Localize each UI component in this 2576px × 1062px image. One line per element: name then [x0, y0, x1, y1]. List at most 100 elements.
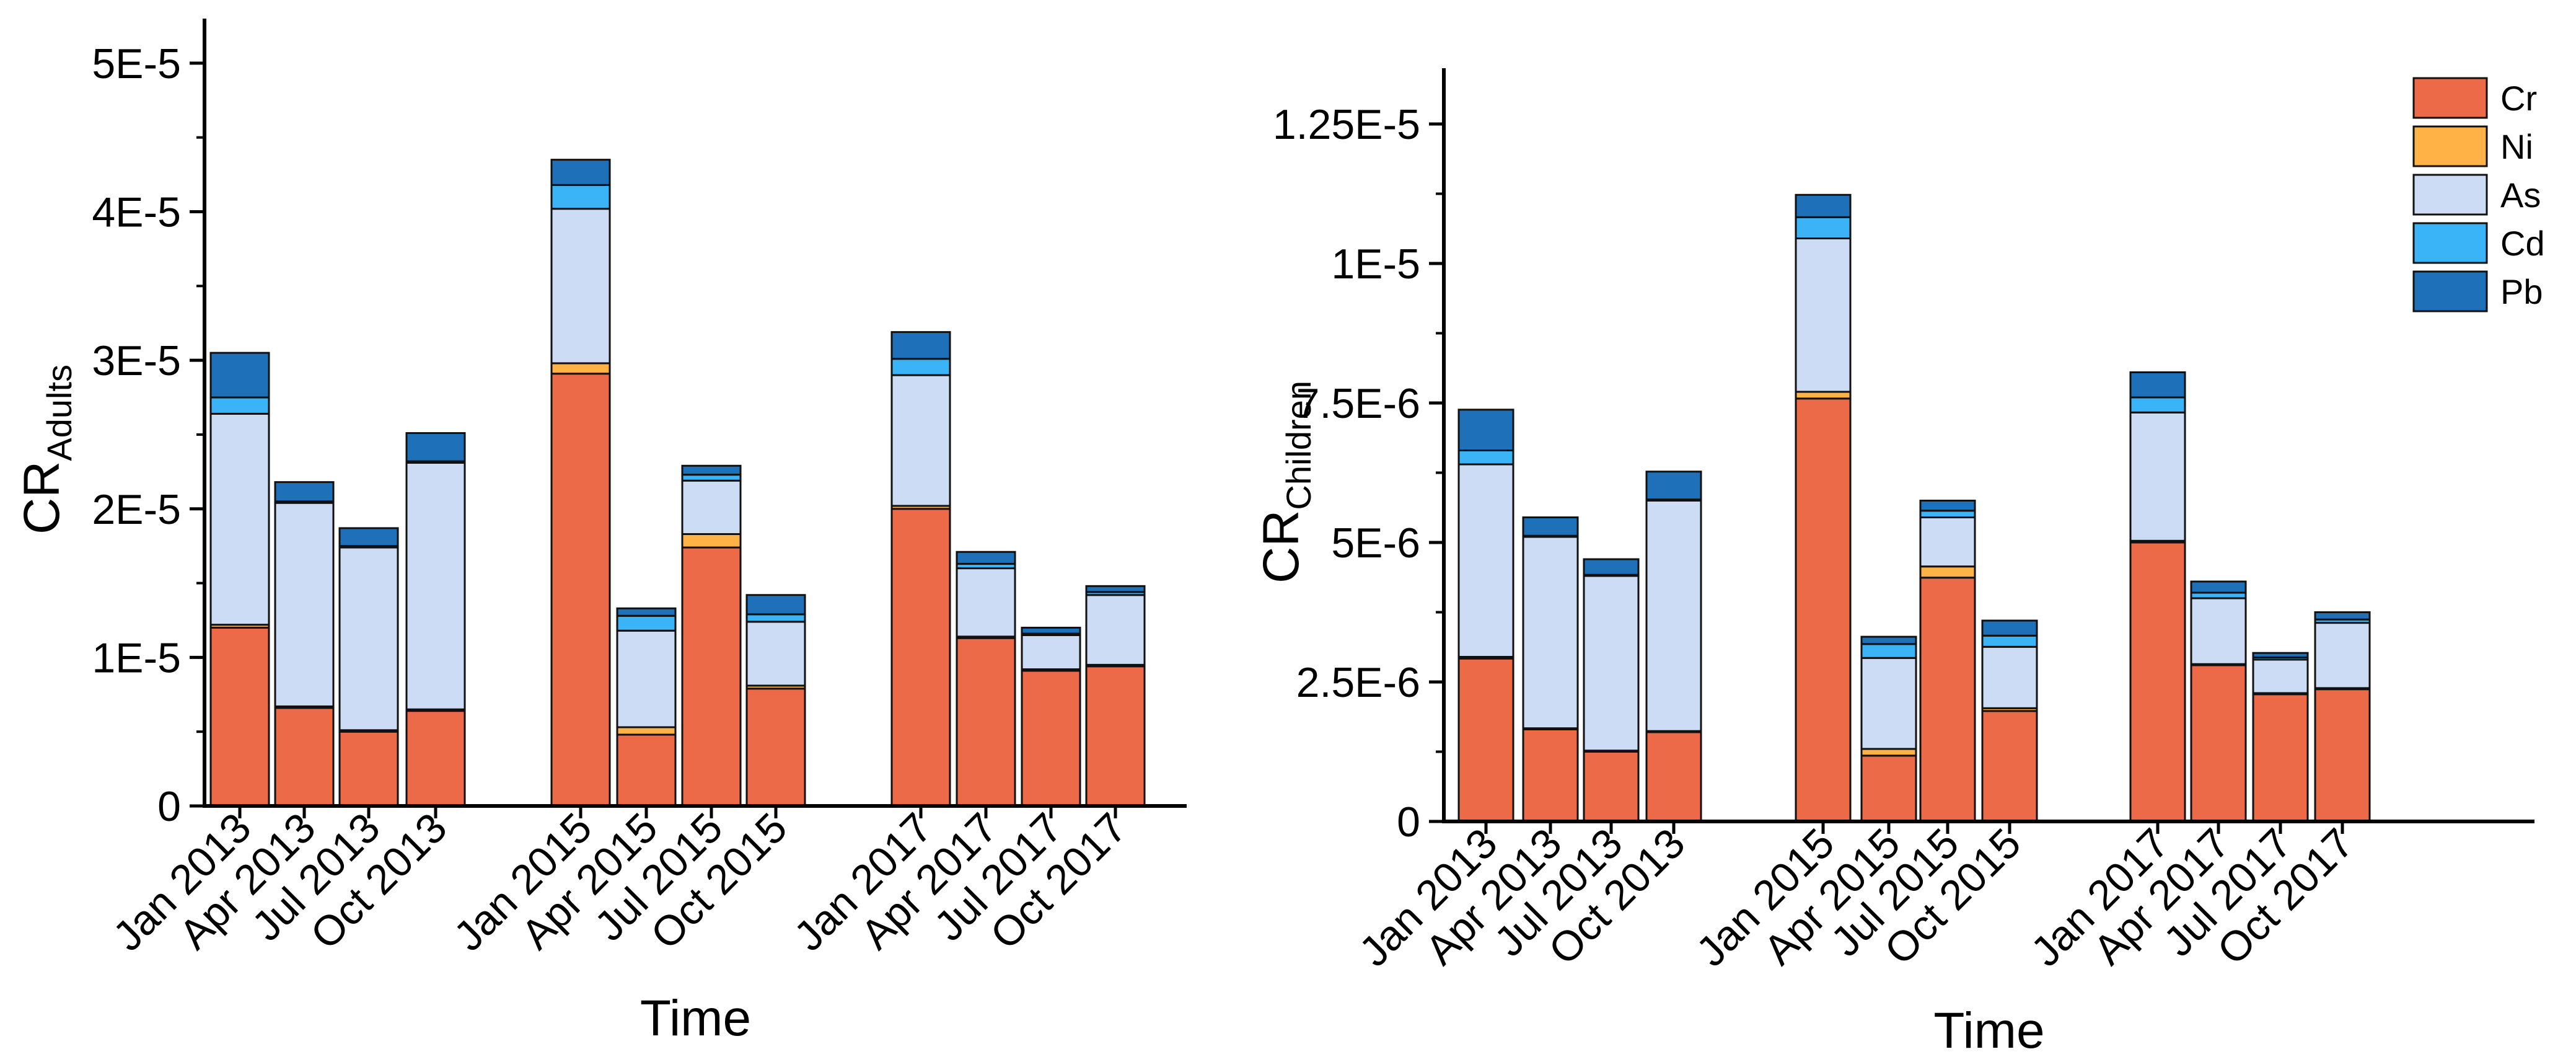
bar-segment-as — [890, 374, 951, 507]
bar-segment-cd — [1919, 510, 1976, 519]
bar-segment-pb — [1645, 471, 1702, 501]
bar-segment-cd — [745, 613, 806, 623]
bar-segment-as — [616, 629, 677, 728]
legend-swatch-pb — [2412, 270, 2488, 312]
bar-segment-cr — [2314, 688, 2371, 823]
bar-segment-as — [1522, 536, 1579, 730]
bar-segment-as — [405, 461, 466, 710]
y-tick-label: 5E-6 — [1331, 520, 1420, 567]
legend: Cr Ni As Cd Pb — [2404, 68, 2559, 325]
bar-segment-pb — [1795, 193, 1852, 218]
bar-segment-cr — [1919, 577, 1976, 823]
bar-segment-cr — [2252, 693, 2309, 823]
bar-segment-cr — [1522, 728, 1579, 823]
bar-segment-cr — [550, 373, 611, 807]
y-tick-label: 0 — [157, 783, 181, 830]
bar-segment-as — [274, 502, 335, 707]
bar-segment-as — [2190, 597, 2247, 665]
bar-segment-as — [956, 567, 1016, 638]
bar-segment-cr — [1795, 397, 1852, 823]
bar-segment-ni — [550, 362, 611, 375]
bar-segment-pb — [209, 352, 270, 399]
bar-segment-cr — [616, 733, 677, 807]
bar-segment-ni — [681, 533, 742, 549]
bar-segment-pb — [1021, 626, 1081, 635]
bar-segment-cr — [1645, 731, 1702, 823]
bar-segment-as — [681, 479, 742, 535]
bar-segment-cr — [274, 707, 335, 807]
bar-segment-cr — [1583, 751, 1640, 823]
legend-label-pb: Pb — [2500, 272, 2543, 311]
bar-segment-cr — [1981, 710, 2038, 823]
y-tick-label: 1.25E-5 — [1273, 101, 1420, 148]
y-tick-label: 2.5E-6 — [1296, 659, 1420, 706]
bar-segment-cr — [890, 508, 951, 807]
y-axis-title-main: CR — [1253, 510, 1309, 583]
bar-segment-as — [1457, 463, 1514, 658]
bar-segment-cr — [1860, 754, 1917, 823]
bar-segment-pb — [1583, 558, 1640, 576]
bar-segment-pb — [338, 527, 399, 547]
y-axis-title: CRAdults — [14, 365, 79, 534]
bar-segment-pb — [550, 159, 611, 186]
bar-segment-as — [1981, 645, 2038, 709]
x-axis-title: Time — [1933, 1002, 2044, 1059]
bar-segment-pb — [2314, 611, 2371, 621]
bar-segment-as — [1021, 634, 1081, 671]
bar-segment-cd — [1860, 643, 1917, 659]
bar-segment-cd — [1457, 449, 1514, 466]
bar-segment-cd — [1795, 216, 1852, 239]
bar-segment-pb — [2190, 580, 2247, 594]
y-axis-title-main: CR — [14, 461, 70, 534]
bar-segment-as — [1645, 500, 1702, 732]
bar-segment-as — [1583, 575, 1640, 752]
legend-swatch-ni — [2412, 125, 2488, 167]
legend-label-ni: Ni — [2500, 127, 2533, 166]
bar-segment-cr — [745, 688, 806, 807]
y-tick-label: 3E-5 — [92, 337, 181, 384]
bar-segment-cr — [2129, 541, 2186, 823]
bar-segment-pb — [681, 464, 742, 476]
y-tick-label: 2E-5 — [92, 486, 181, 533]
bar-segment-pb — [405, 432, 466, 462]
bar-segment-pb — [890, 331, 951, 360]
y-tick-label: 4E-5 — [92, 189, 181, 236]
legend-label-cr: Cr — [2500, 79, 2537, 118]
bar-segment-as — [338, 546, 399, 732]
bar-segment-pb — [2129, 371, 2186, 399]
bar-segment-ni — [1919, 565, 1976, 579]
bar-segment-pb — [1522, 516, 1579, 537]
bar-segment-pb — [745, 594, 806, 616]
y-tick-label: 0 — [1397, 799, 1420, 846]
bar-segment-pb — [1860, 635, 1917, 645]
bar-segment-as — [2252, 658, 2309, 694]
bar-segment-pb — [1457, 409, 1514, 451]
bar-segment-cd — [616, 614, 677, 632]
bar-segment-cr — [209, 626, 270, 807]
bar-segment-cr — [1457, 657, 1514, 823]
legend-swatch-as — [2412, 174, 2488, 216]
bar-segment-as — [1795, 237, 1852, 393]
bar-segment-ni — [616, 726, 677, 736]
legend-label-cd: Cd — [2500, 224, 2545, 263]
bar-segment-cr — [405, 710, 466, 807]
bar-segment-cr — [956, 637, 1016, 807]
bar-segment-ni — [1860, 748, 1917, 757]
y-axis-title-sub: Adults — [40, 365, 79, 461]
bar-segment-cr — [1021, 670, 1081, 807]
y-tick-label: 1E-5 — [92, 634, 181, 681]
bar-segment-pb — [2252, 652, 2309, 658]
y-axis-title: CRChildren — [1253, 381, 1318, 583]
legend-label-as: As — [2500, 175, 2541, 215]
x-axis-title: Time — [640, 990, 751, 1047]
bar-segment-pb — [274, 481, 335, 503]
legend-swatch-cd — [2412, 222, 2488, 264]
bar-segment-as — [1860, 657, 1917, 750]
bar-segment-as — [550, 208, 611, 365]
bar-segment-cd — [890, 358, 951, 376]
y-axis-title-sub: Children — [1279, 381, 1318, 510]
bar-segment-cr — [2190, 664, 2247, 823]
